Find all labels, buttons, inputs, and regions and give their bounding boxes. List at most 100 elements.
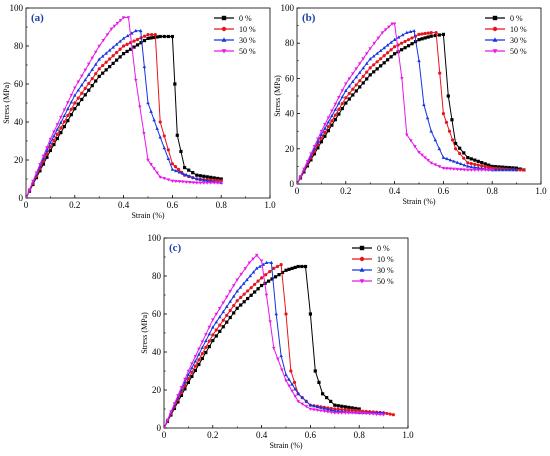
data-point [197,352,201,356]
data-point [368,73,372,77]
data-point [158,34,162,39]
legend-marker [359,279,365,284]
data-point [179,149,183,154]
data-point [62,120,66,124]
data-point [375,60,379,64]
data-point [146,33,150,37]
data-point [473,165,477,169]
data-point [337,112,341,116]
series-10-pct [164,263,395,428]
data-point [188,180,192,185]
data-point [400,33,405,37]
data-point [190,366,194,370]
data-point [128,47,133,51]
data-point [214,320,219,324]
data-point [211,325,215,329]
data-point [383,28,388,32]
data-point [186,372,191,377]
data-point [170,162,174,166]
data-point [200,352,204,356]
data-point [382,54,386,58]
data-point [380,31,385,35]
x-tick-label: 0.8 [354,430,366,440]
data-point [218,315,222,319]
data-point [211,333,215,337]
data-point [462,168,467,172]
data-point [264,273,268,277]
data-point [497,165,501,169]
data-point [487,165,491,170]
legend-label: 0 % [510,14,523,23]
data-point [405,133,409,137]
y-tick-label: 20 [285,144,295,154]
data-point [275,264,280,269]
data-point [417,32,421,37]
data-point [200,356,204,361]
data-point [209,175,213,179]
data-point [423,156,427,160]
series-0-pct [297,32,526,184]
data-point [242,292,246,296]
data-point [272,266,276,270]
data-point [208,181,213,185]
data-point [438,71,442,75]
data-point [329,399,333,403]
data-point [486,168,491,172]
data-point [490,168,494,172]
data-point [296,391,300,396]
data-point [364,412,368,416]
y-axis-title: Stress (MPa) [140,312,149,354]
x-axis-title: Strain (%) [269,441,302,450]
data-point [494,165,498,169]
x-tick-label: 0.8 [487,186,499,196]
data-point [155,35,159,39]
data-point [274,312,278,316]
data-point [330,109,334,113]
data-point [176,167,181,172]
legend-item: 10 % [485,25,527,34]
data-point [260,276,264,280]
data-point [122,52,126,56]
data-point [322,409,327,414]
data-point [378,48,383,53]
data-point [340,101,344,106]
data-point [358,79,362,83]
data-point [490,164,494,168]
data-point [73,101,77,105]
data-point [115,21,120,26]
data-point [433,163,438,167]
legend-marker [221,49,227,54]
data-point [406,38,411,42]
data-point [200,340,205,344]
data-point [73,107,77,111]
data-point [386,51,390,55]
data-point [389,40,393,44]
data-point [48,140,53,145]
series-line [164,266,360,428]
data-point [258,264,262,268]
data-point [76,102,80,106]
data-point [326,116,331,120]
data-point [76,88,81,92]
series-line [297,33,525,184]
data-point [346,411,351,415]
data-point [193,355,198,359]
series-line [164,263,394,428]
data-point [344,88,348,92]
data-point [347,84,352,88]
data-point [38,163,42,167]
data-point [423,31,427,36]
data-point [183,387,187,391]
data-point [367,412,372,416]
legend-marker [221,15,227,21]
data-point [300,264,304,269]
data-point [198,177,203,181]
data-point [405,30,409,34]
data-point [312,152,317,156]
data-point [289,369,293,373]
data-point [181,180,185,184]
legend-item: 50 % [352,277,394,286]
data-point [174,179,178,184]
data-point [186,380,190,384]
data-point [412,28,416,33]
